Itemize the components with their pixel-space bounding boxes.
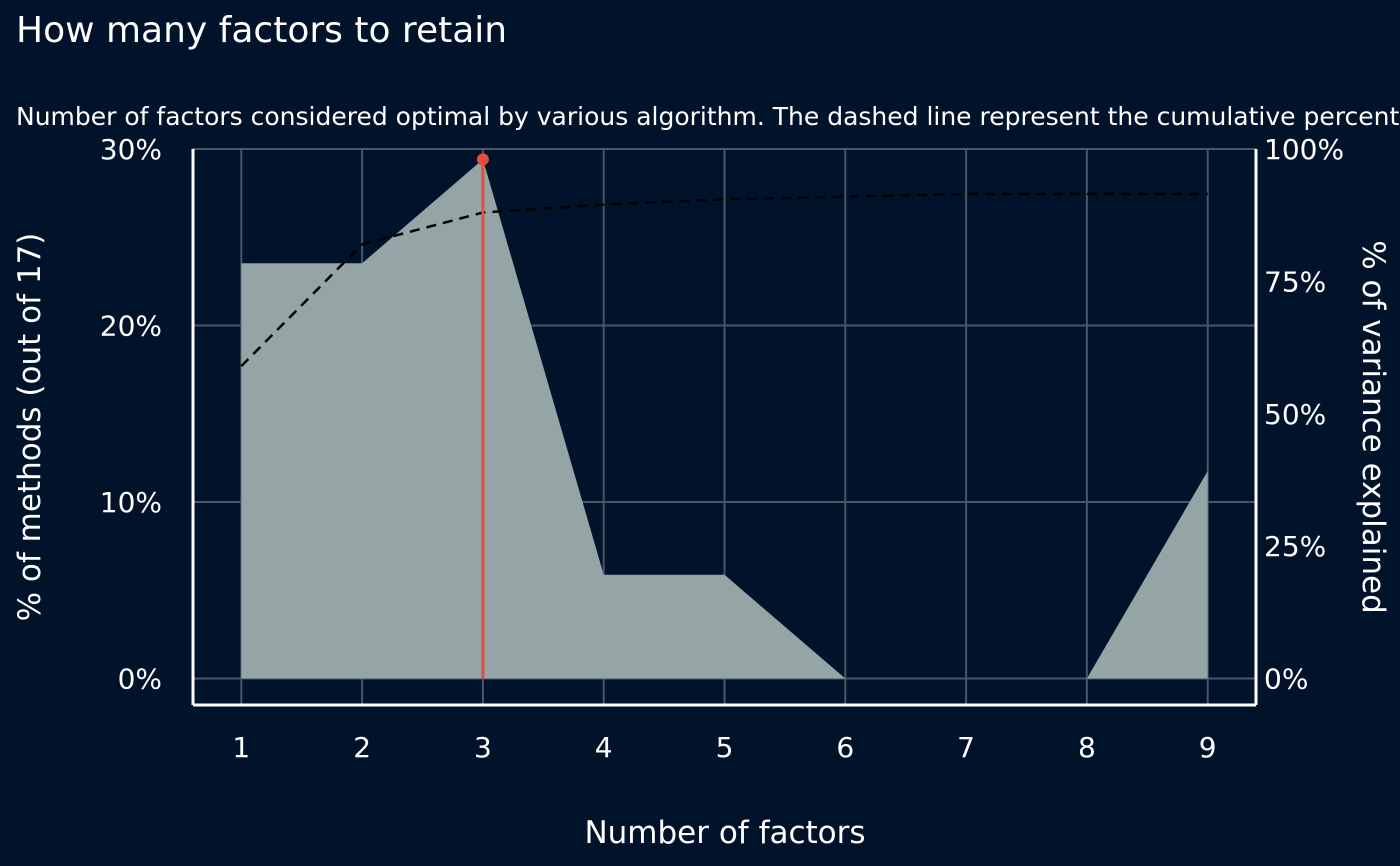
chart-title: How many factors to retain xyxy=(16,10,507,51)
x-tick-label-8: 8 xyxy=(1078,731,1096,764)
x-tick-label-5: 5 xyxy=(716,731,734,764)
y-tick-label-1: 0% xyxy=(118,663,162,696)
y2-axis-title: % of variance explained xyxy=(1355,240,1391,614)
tick-labels: 1 2 3 4 5 6 7 8 9 0% 10% 20% 30% 0% 25% 50% 75% 100% xyxy=(100,133,1344,764)
line-layer xyxy=(240,192,1208,367)
x-tick-label-1: 1 xyxy=(232,731,250,764)
y2-tick-label-2: 25% xyxy=(1264,530,1326,563)
x-tick-label-6: 6 xyxy=(836,731,854,764)
y-axis-title: % of methods (out of 17) xyxy=(12,233,48,622)
y2-tick-label-5: 100% xyxy=(1264,133,1344,166)
highlight-layer xyxy=(476,153,489,679)
cumulative-variance-line xyxy=(240,192,1208,367)
axes xyxy=(191,149,1258,707)
y2-tick-label-1: 0% xyxy=(1264,663,1308,696)
y-tick-label-3: 20% xyxy=(100,310,162,343)
optimal-factor-point xyxy=(476,153,489,166)
x-tick-label-2: 2 xyxy=(353,731,371,764)
x-tick-label-4: 4 xyxy=(595,731,613,764)
y2-tick-label-3: 50% xyxy=(1264,398,1326,431)
y-tick-label-2: 10% xyxy=(100,486,162,519)
x-tick-label-7: 7 xyxy=(957,731,975,764)
y2-tick-label-4: 75% xyxy=(1264,265,1326,298)
y-tick-label-4: 30% xyxy=(100,133,162,166)
chart-subtitle: Number of factors considered optimal by … xyxy=(16,102,1400,131)
x-tick-label-9: 9 xyxy=(1199,731,1217,764)
x-axis-title: Number of factors xyxy=(584,815,865,851)
x-tick-label-3: 3 xyxy=(474,731,492,764)
